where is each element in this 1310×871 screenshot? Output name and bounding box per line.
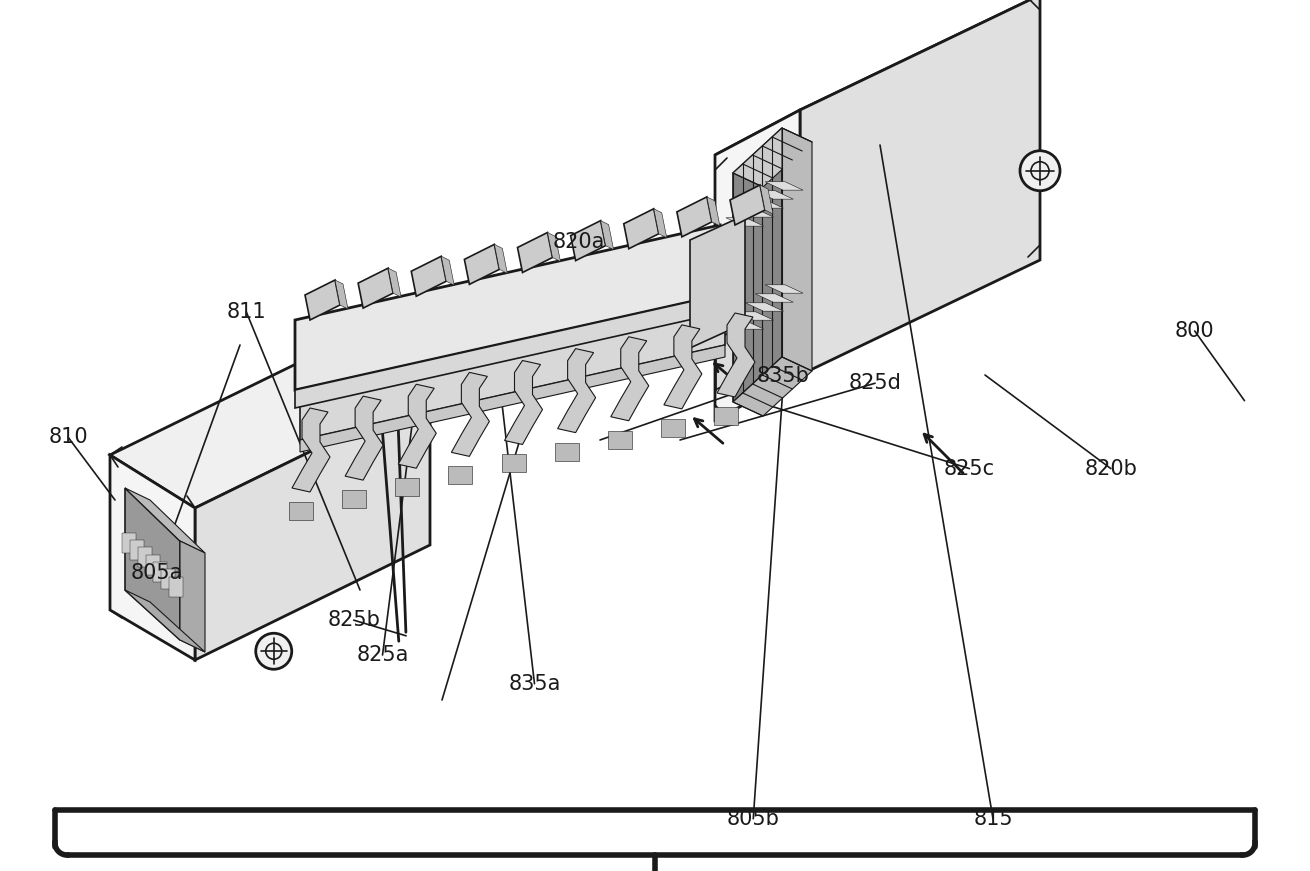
Polygon shape [335, 280, 348, 309]
Polygon shape [624, 209, 659, 249]
Polygon shape [736, 209, 774, 217]
Polygon shape [124, 488, 179, 640]
Polygon shape [290, 502, 313, 520]
Polygon shape [717, 313, 755, 397]
Polygon shape [800, 0, 1040, 375]
Polygon shape [715, 0, 1040, 155]
Polygon shape [707, 197, 721, 226]
Circle shape [255, 633, 292, 669]
Text: 825c: 825c [943, 459, 996, 478]
Polygon shape [610, 337, 648, 421]
Polygon shape [358, 268, 393, 308]
Polygon shape [760, 185, 773, 214]
Polygon shape [179, 541, 204, 652]
Text: 800: 800 [1175, 321, 1214, 341]
Polygon shape [517, 233, 553, 273]
Polygon shape [765, 182, 803, 190]
Polygon shape [726, 321, 764, 329]
Text: 835b: 835b [757, 367, 810, 386]
Polygon shape [502, 455, 525, 472]
Polygon shape [292, 408, 330, 492]
Polygon shape [305, 280, 341, 320]
Text: 811: 811 [227, 302, 266, 321]
Polygon shape [745, 199, 783, 208]
Polygon shape [295, 295, 721, 408]
Polygon shape [715, 330, 735, 390]
Polygon shape [730, 185, 765, 225]
Polygon shape [464, 245, 499, 284]
Circle shape [1020, 151, 1060, 191]
Text: 805a: 805a [131, 564, 183, 583]
Polygon shape [110, 455, 195, 660]
Text: 825a: 825a [356, 645, 409, 665]
Polygon shape [388, 268, 401, 297]
Polygon shape [124, 488, 204, 553]
Polygon shape [756, 294, 794, 302]
Polygon shape [138, 547, 152, 567]
Polygon shape [396, 478, 419, 496]
Polygon shape [300, 275, 724, 440]
Text: 810: 810 [48, 428, 88, 447]
Polygon shape [110, 340, 430, 508]
Polygon shape [782, 128, 812, 371]
Polygon shape [452, 373, 490, 456]
Polygon shape [145, 555, 160, 575]
Polygon shape [494, 245, 507, 273]
Polygon shape [504, 361, 542, 444]
Polygon shape [411, 256, 447, 296]
Text: 825b: 825b [328, 611, 380, 630]
Polygon shape [715, 110, 800, 420]
Text: 820b: 820b [1085, 459, 1137, 478]
Polygon shape [714, 407, 738, 425]
Polygon shape [664, 325, 702, 408]
Polygon shape [765, 285, 803, 294]
Polygon shape [571, 220, 605, 260]
Polygon shape [690, 215, 745, 348]
Polygon shape [654, 209, 667, 238]
Polygon shape [448, 466, 473, 484]
Polygon shape [153, 562, 168, 582]
Polygon shape [161, 570, 176, 590]
Polygon shape [345, 396, 383, 480]
Polygon shape [130, 540, 144, 560]
Polygon shape [734, 357, 812, 416]
Polygon shape [398, 384, 436, 469]
Polygon shape [300, 345, 724, 452]
Polygon shape [554, 442, 579, 461]
Text: 805b: 805b [727, 809, 779, 828]
Polygon shape [122, 533, 136, 553]
Polygon shape [608, 431, 631, 449]
Polygon shape [548, 233, 561, 261]
Polygon shape [660, 419, 685, 437]
Polygon shape [677, 197, 711, 237]
Text: 825d: 825d [849, 374, 901, 393]
Polygon shape [734, 128, 782, 402]
Polygon shape [734, 128, 812, 187]
Text: 820a: 820a [553, 233, 605, 252]
Text: 835a: 835a [508, 674, 561, 693]
Polygon shape [124, 590, 204, 652]
Polygon shape [558, 348, 596, 433]
Polygon shape [169, 577, 183, 597]
Polygon shape [342, 490, 365, 508]
Polygon shape [756, 191, 794, 199]
Text: 815: 815 [973, 809, 1013, 828]
Polygon shape [295, 225, 721, 390]
Polygon shape [726, 218, 764, 226]
Polygon shape [736, 312, 774, 321]
Polygon shape [441, 256, 455, 285]
Polygon shape [600, 220, 613, 250]
Polygon shape [195, 393, 430, 660]
Polygon shape [745, 303, 783, 311]
